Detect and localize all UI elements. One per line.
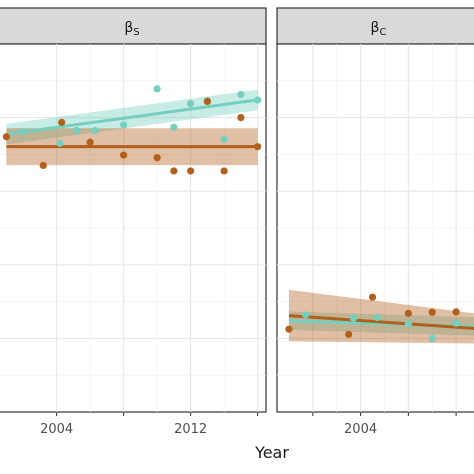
- fit-line-brown: [288, 314, 474, 330]
- fit-line-teal: [6, 98, 258, 136]
- data-point-teal: [452, 319, 460, 327]
- confidence-band-brown: [288, 289, 474, 344]
- data-point-brown: [58, 118, 66, 126]
- data-point-brown: [170, 167, 178, 175]
- data-point-brown: [187, 167, 195, 175]
- data-point-brown: [285, 325, 293, 333]
- data-point-brown: [452, 308, 460, 316]
- x-tick-label: 2004: [344, 422, 377, 437]
- data-point-teal: [187, 100, 195, 108]
- x-tick-label: 2004: [40, 422, 73, 437]
- data-point-brown: [345, 330, 353, 338]
- data-point-teal: [153, 85, 161, 93]
- data-point-brown: [220, 167, 228, 175]
- data-point-teal: [302, 311, 310, 319]
- plot-area: [277, 44, 474, 412]
- data-point-teal: [428, 334, 436, 342]
- data-point-brown: [368, 293, 377, 301]
- data-point-brown: [203, 97, 211, 106]
- data-point-brown: [237, 114, 245, 122]
- data-point-teal: [349, 314, 358, 322]
- data-point-brown: [120, 151, 128, 159]
- plot-area: [0, 44, 266, 412]
- facet-strip-label: βC: [371, 20, 387, 38]
- data-point-teal: [404, 320, 412, 328]
- data-point-brown: [404, 309, 412, 317]
- x-axis-title: Year: [254, 443, 289, 462]
- data-point-teal: [373, 313, 381, 322]
- data-point-brown: [86, 138, 94, 146]
- data-point-teal: [237, 90, 245, 99]
- data-point-teal: [91, 126, 99, 135]
- facet-strip-label: βS: [124, 20, 139, 38]
- data-point-teal: [220, 135, 228, 143]
- data-point-teal: [170, 123, 178, 131]
- data-point-teal: [56, 139, 64, 147]
- data-point-teal: [19, 127, 27, 136]
- facet-strip: [0, 7, 267, 45]
- data-point-teal: [120, 121, 128, 129]
- panel-beta-s: βS 2004 2012: [0, 7, 267, 437]
- data-point-brown: [39, 161, 47, 170]
- panel-beta-c: βC 2004: [276, 7, 474, 437]
- data-point-brown: [153, 154, 161, 162]
- data-point-brown: [2, 133, 10, 141]
- data-point-teal: [254, 96, 262, 104]
- data-point-brown: [254, 143, 262, 151]
- x-tick-label: 2012: [174, 422, 207, 437]
- data-point-brown: [428, 308, 436, 316]
- facet-strip: [276, 7, 474, 45]
- data-point-teal: [73, 126, 81, 135]
